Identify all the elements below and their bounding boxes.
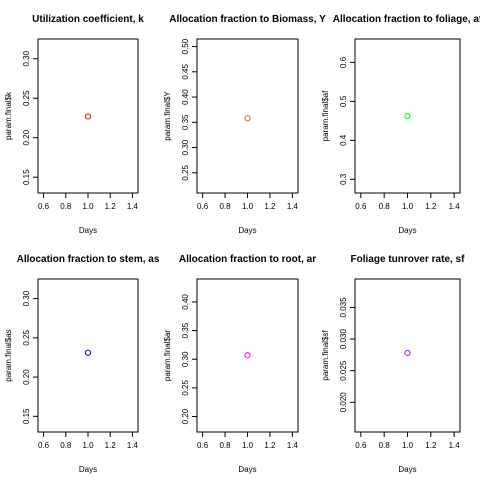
- panel-5: Allocation fraction to root, ar 0.6 0.8 1.0…: [163, 254, 316, 474]
- x-tick-label: 1.0: [242, 202, 254, 211]
- y-axis-label: param.final$af: [321, 90, 330, 141]
- x-tick-label: 0.6: [38, 202, 50, 211]
- x-axis-label: Days: [238, 226, 256, 235]
- y-axis-label: param.final$sf: [321, 330, 330, 381]
- plot-frame: [37, 38, 139, 194]
- panel-2: Allocation fraction to Biomass, Y 0.6 0.8 1…: [163, 14, 326, 235]
- x-tick-label: 0.6: [355, 202, 367, 211]
- x-axis-label: Days: [398, 226, 416, 235]
- y-tick-label: 0.020: [339, 392, 348, 413]
- y-tick-label: 0.030: [339, 329, 348, 350]
- y-tick-label: 0.35: [181, 322, 190, 338]
- plot-frame: [196, 278, 299, 433]
- y-tick-label: 0.25: [22, 330, 31, 346]
- x-tick-label: 1.0: [402, 441, 414, 450]
- y-tick-label: 0.35: [181, 114, 190, 130]
- x-tick-label: 1.4: [449, 202, 461, 211]
- data-point: [244, 352, 251, 359]
- chart-title: Foliage tunrover rate, sf: [351, 254, 466, 265]
- x-tick-label: 1.0: [82, 441, 94, 450]
- data-point: [84, 113, 92, 120]
- x-tick-label: 1.0: [82, 202, 94, 211]
- y-tick-label: 0.025: [339, 360, 348, 381]
- y-axis-label: param.final$Y: [163, 91, 172, 141]
- x-tick-label: 1.4: [127, 441, 139, 450]
- y-tick-label: 0.30: [22, 50, 31, 66]
- y-tick-label: 0.5: [339, 95, 348, 107]
- x-tick-label: 1.2: [264, 441, 276, 450]
- x-tick-label: 0.6: [197, 441, 209, 450]
- x-tick-label: 1.4: [287, 441, 299, 450]
- y-tick-label: 0.15: [22, 169, 31, 185]
- x-tick-label: 1.2: [264, 202, 276, 211]
- data-point: [404, 113, 411, 120]
- y-axis-label: param.final$as: [4, 329, 13, 381]
- panel-1: Utilization coefficient, k 0.6 0.8 1.0 1.2 1.…: [4, 14, 144, 235]
- y-axis-label: param.final$ar: [163, 330, 172, 381]
- data-point: [404, 349, 411, 357]
- y-tick-label: 0.30: [22, 290, 31, 306]
- x-tick-label: 0.6: [355, 441, 367, 450]
- y-tick-label: 0.15: [22, 408, 31, 424]
- x-tick-label: 1.0: [242, 441, 254, 450]
- x-tick-label: 0.8: [60, 441, 72, 450]
- chart-title: Allocation fraction to stem, as: [17, 254, 160, 265]
- y-tick-label: 0.25: [181, 164, 190, 180]
- y-tick-label: 0.30: [181, 139, 190, 155]
- x-tick-label: 0.8: [379, 441, 391, 450]
- y-tick-label: 0.45: [181, 63, 190, 79]
- x-tick-label: 1.2: [425, 202, 437, 211]
- panel-3: Allocation fraction to foliage, af 0.6 0.8…: [321, 14, 480, 235]
- plot-frame: [354, 38, 461, 194]
- y-tick-label: 0.20: [22, 129, 31, 145]
- panel-6: Foliage tunrover rate, sf 0.6 0.8 1.0 1.2 1.4…: [321, 254, 465, 474]
- x-axis-label: Days: [79, 465, 97, 474]
- y-tick-label: 0.3: [339, 173, 348, 185]
- x-axis-label: Days: [398, 465, 416, 474]
- x-tick-label: 1.2: [105, 441, 117, 450]
- y-tick-label: 0.40: [181, 294, 190, 310]
- chart-title: Utilization coefficient, k: [32, 14, 144, 25]
- y-tick-label: 0.25: [181, 380, 190, 396]
- x-tick-label: 1.4: [287, 202, 299, 211]
- panel-4: Allocation fraction to stem, as 0.6 0.8 1.0…: [4, 254, 160, 474]
- y-tick-label: 0.035: [339, 297, 348, 318]
- chart-title: Allocation fraction to root, ar: [179, 254, 316, 265]
- chart-title: Allocation fraction to foliage, af: [333, 14, 480, 25]
- x-tick-label: 0.6: [197, 202, 209, 211]
- chart-title: Allocation fraction to Biomass, Y: [169, 14, 326, 25]
- x-tick-label: 0.8: [219, 202, 231, 211]
- x-tick-label: 1.4: [127, 202, 139, 211]
- y-tick-label: 0.4: [339, 134, 348, 146]
- x-tick-label: 0.6: [38, 441, 50, 450]
- y-tick-label: 0.25: [22, 90, 31, 106]
- data-point: [244, 115, 251, 122]
- x-tick-label: 1.4: [449, 441, 461, 450]
- y-tick-label: 0.30: [181, 351, 190, 367]
- x-tick-label: 0.8: [60, 202, 72, 211]
- y-tick-label: 0.6: [339, 56, 348, 68]
- x-tick-label: 1.2: [105, 202, 117, 211]
- x-tick-label: 0.8: [219, 441, 231, 450]
- y-tick-label: 0.20: [181, 408, 190, 424]
- x-tick-label: 1.0: [402, 202, 414, 211]
- y-tick-label: 0.50: [181, 38, 190, 54]
- x-axis-label: Days: [79, 226, 97, 235]
- data-point: [84, 349, 92, 356]
- x-tick-label: 0.8: [379, 202, 391, 211]
- y-axis-label: param.final$k: [4, 91, 13, 140]
- y-tick-label: 0.40: [181, 89, 190, 105]
- x-tick-label: 1.2: [425, 441, 437, 450]
- y-tick-label: 0.20: [22, 369, 31, 385]
- x-axis-label: Days: [238, 465, 256, 474]
